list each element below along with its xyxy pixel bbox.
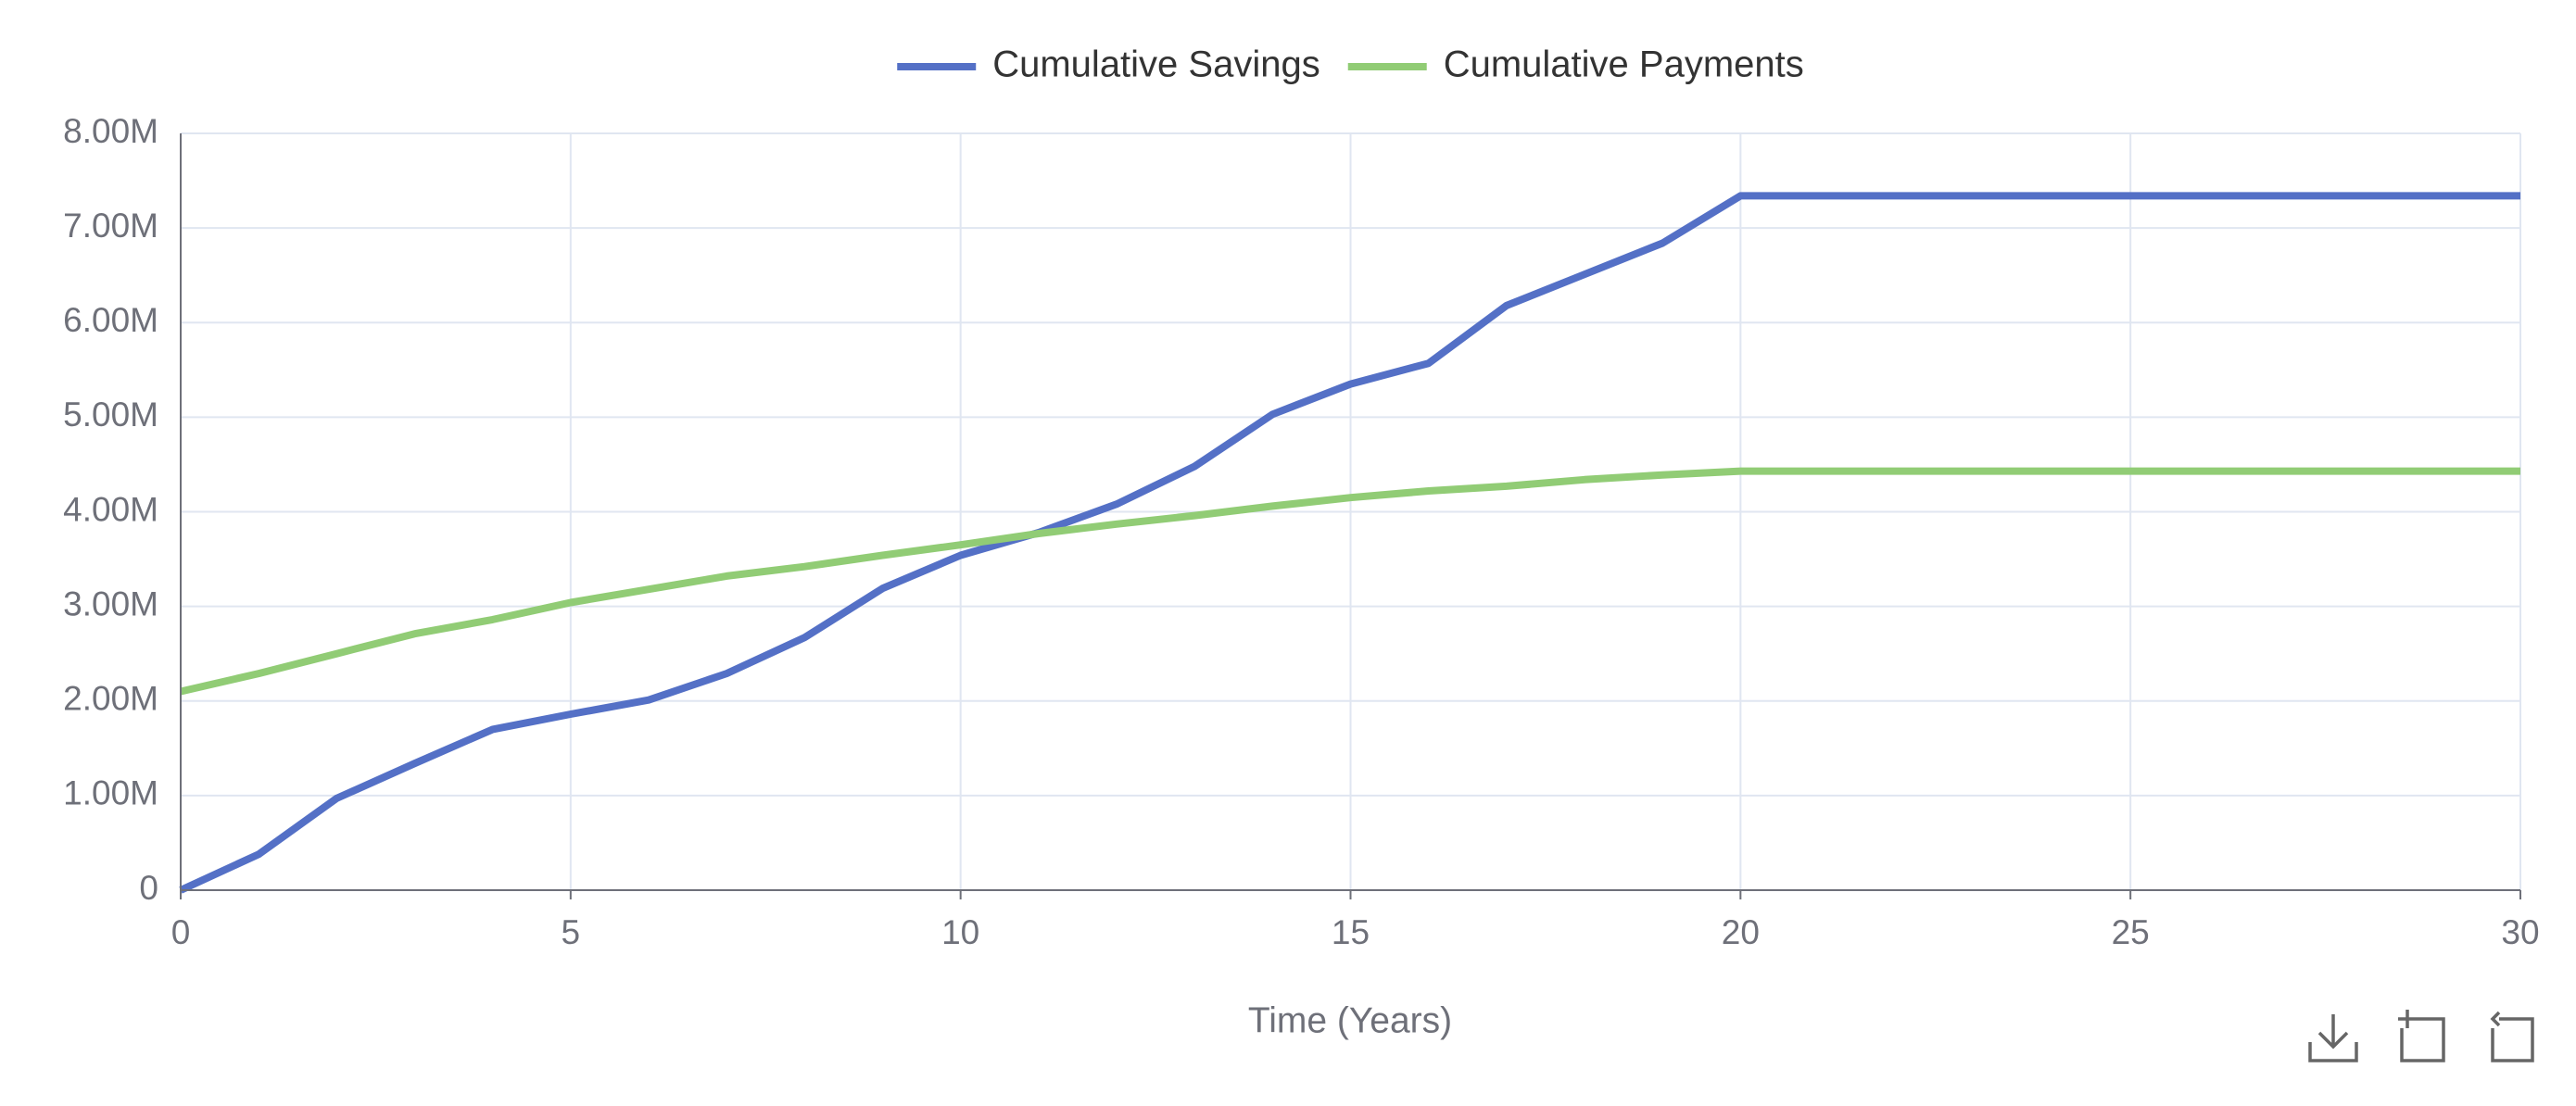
grid [181,132,2521,891]
y-tick-label: 6.00M [63,301,158,339]
x-tick-label: 15 [1332,913,1370,951]
x-axis-title: Time (Years) [1248,1000,1452,1040]
toolbox[interactable] [2308,1010,2534,1062]
x-tick-label: 30 [2501,913,2539,951]
series-line [179,192,2520,894]
x-tick-label: 0 [171,913,191,951]
x-tick-label: 20 [1722,913,1760,951]
y-tick-label: 8.00M [63,112,158,150]
x-tick-label: 5 [562,913,581,951]
y-tick-label: 3.00M [63,584,158,622]
y-tick-label: 4.00M [63,490,158,528]
y-tick-label: 0 [139,869,158,907]
restore-icon[interactable] [2490,1011,2534,1062]
y-tick-label: 2.00M [63,680,158,718]
save-icon[interactable] [2308,1014,2358,1062]
series-line [180,467,2520,696]
legend-label: Cumulative Savings [992,44,1320,85]
y-tick-label: 1.00M [63,774,158,812]
x-tick-label: 25 [2112,913,2150,951]
y-tick-label: 5.00M [63,396,158,434]
legend: Cumulative Savings Cumulative Payments [897,44,1804,85]
x-tick-label: 10 [941,913,979,951]
y-tick-label: 7.00M [63,207,158,245]
legend-label: Cumulative Payments [1444,44,1804,85]
zoom-icon[interactable] [2398,1010,2445,1062]
plot [179,192,2520,894]
